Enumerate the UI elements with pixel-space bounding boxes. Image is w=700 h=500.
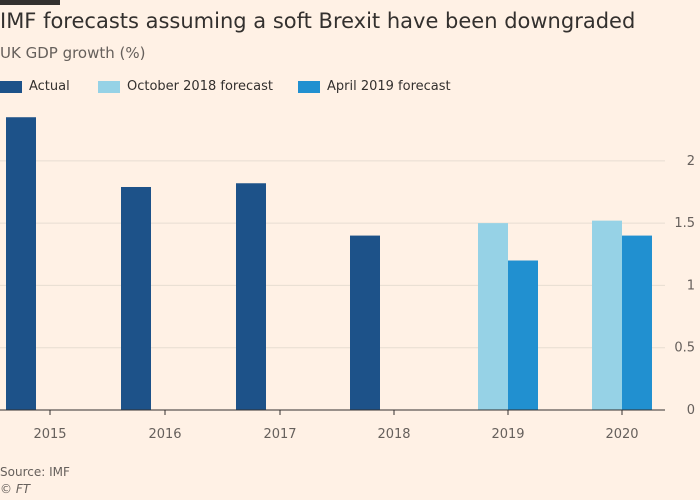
- y-tick-label: 1: [687, 278, 695, 293]
- y-tick-label: 0.5: [674, 341, 695, 356]
- chart-title: IMF forecasts assuming a soft Brexit hav…: [0, 9, 636, 33]
- bar-2017-actual: [236, 183, 266, 410]
- bar-2018-actual: [350, 235, 380, 410]
- bar-chart: 0 0.5 1 1.5 2 2015 2016 2017 2018 2019 2020: [0, 117, 695, 442]
- y-tick-label: 0: [687, 403, 695, 418]
- legend-swatch-october-2018: [98, 80, 120, 93]
- legend-swatch-actual: [0, 80, 22, 93]
- credit-note: © FT: [0, 482, 31, 496]
- bar-2020-april-2019: [622, 235, 652, 410]
- bar-2019-april-2019: [508, 260, 538, 410]
- legend-label-october-2018: October 2018 forecast: [127, 79, 273, 94]
- y-tick-label: 2: [687, 154, 695, 169]
- x-tick-label: 2018: [377, 427, 410, 442]
- x-tick-label: 2019: [491, 427, 524, 442]
- x-tick-label: 2016: [148, 427, 181, 442]
- legend-item-april-2019: April 2019 forecast: [298, 79, 451, 94]
- chart-subtitle: UK GDP growth (%): [0, 44, 146, 62]
- x-tick-label: 2017: [263, 427, 296, 442]
- legend-item-october-2018: October 2018 forecast: [98, 79, 273, 94]
- bar-2016-actual: [121, 186, 151, 410]
- x-tick-label: 2015: [33, 427, 66, 442]
- legend-label-actual: Actual: [29, 79, 70, 94]
- bar-2019-october-2018: [478, 223, 508, 410]
- legend-item-actual: Actual: [0, 79, 70, 94]
- top-rule: [0, 0, 60, 5]
- legend-swatch-april-2019: [298, 80, 320, 93]
- bars: [6, 117, 652, 411]
- bar-2020-october-2018: [592, 220, 622, 410]
- source-note: Source: IMF: [0, 465, 70, 479]
- axes: 0 0.5 1 1.5 2 2015 2016 2017 2018 2019 2020: [0, 154, 695, 442]
- gridlines: [0, 160, 665, 349]
- bar-2015-actual: [6, 117, 36, 411]
- legend-label-april-2019: April 2019 forecast: [327, 79, 451, 94]
- y-tick-label: 1.5: [674, 216, 695, 231]
- x-tick-label: 2020: [605, 427, 638, 442]
